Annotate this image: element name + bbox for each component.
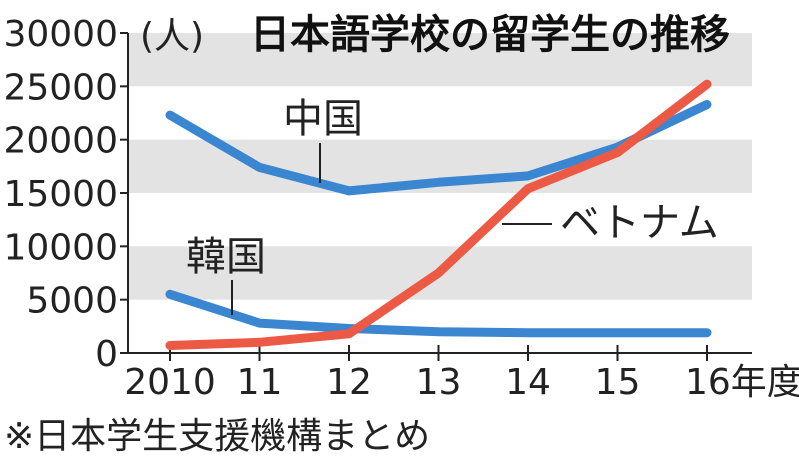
- series-line-2: [165, 289, 712, 338]
- series-label-vietnam: ベトナム: [560, 200, 719, 246]
- x-tick-label: 12: [326, 362, 372, 403]
- x-tick-label: 16年度: [685, 362, 799, 403]
- series-line-1: [165, 79, 712, 350]
- y-axis-ticks: 0 5000 10000 15000 20000 25000 30000: [3, 14, 128, 375]
- y-axis-unit: (人): [140, 16, 204, 57]
- y-tick-label: 30000: [3, 14, 118, 55]
- x-tick-label: 14: [505, 362, 551, 403]
- series-lines: [165, 79, 712, 350]
- series-label-korea: 韓国: [186, 234, 266, 280]
- y-tick-label: 10000: [3, 227, 118, 268]
- x-tick-label: 11: [237, 362, 283, 403]
- y-tick-label: 5000: [26, 281, 118, 322]
- y-tick-label: 20000: [3, 121, 118, 162]
- chart-title: 日本語学校の留学生の推移: [250, 12, 730, 58]
- source-note: ※日本学生支援機構まとめ: [4, 416, 430, 457]
- y-tick-label: 25000: [3, 67, 118, 108]
- x-tick-label: 2010: [124, 362, 216, 403]
- x-tick-label: 13: [416, 362, 462, 403]
- series-label-china: 中国: [283, 96, 363, 142]
- y-tick-label: 0: [95, 334, 118, 375]
- background-band: [128, 33, 752, 87]
- y-tick-label: 15000: [3, 174, 118, 215]
- x-axis-ticks: 2010 11 12 13 14 15 16年度: [124, 345, 799, 403]
- x-tick-label: 15: [595, 362, 641, 403]
- label-leader-lines: [231, 143, 552, 315]
